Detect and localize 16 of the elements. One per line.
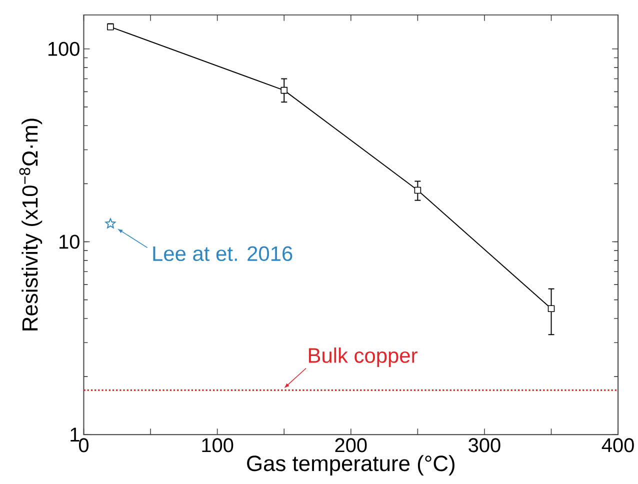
x-tick-label: 300 [468,438,500,452]
point [280,86,288,94]
x-tick-label: 400 [602,438,634,452]
annotation: Lee at et. 2016 [153,246,292,261]
y-tick-label: 10 [60,234,80,249]
point [105,218,116,228]
x-tick-label: 0 [78,438,89,452]
y-tick-label: 100 [48,42,80,56]
x-axis-title: Gas temperature (°C) [247,454,454,476]
ref-line-label: Bulk copper [308,347,418,367]
point [414,186,422,194]
point [548,305,555,312]
x-tick-label: 100 [202,438,234,452]
y-axis-title: Resistivity (x10$^{−8}$Ω·m) [19,118,42,330]
x-tick-label: 200 [335,438,367,452]
y-tick-label: 1 [70,428,80,442]
